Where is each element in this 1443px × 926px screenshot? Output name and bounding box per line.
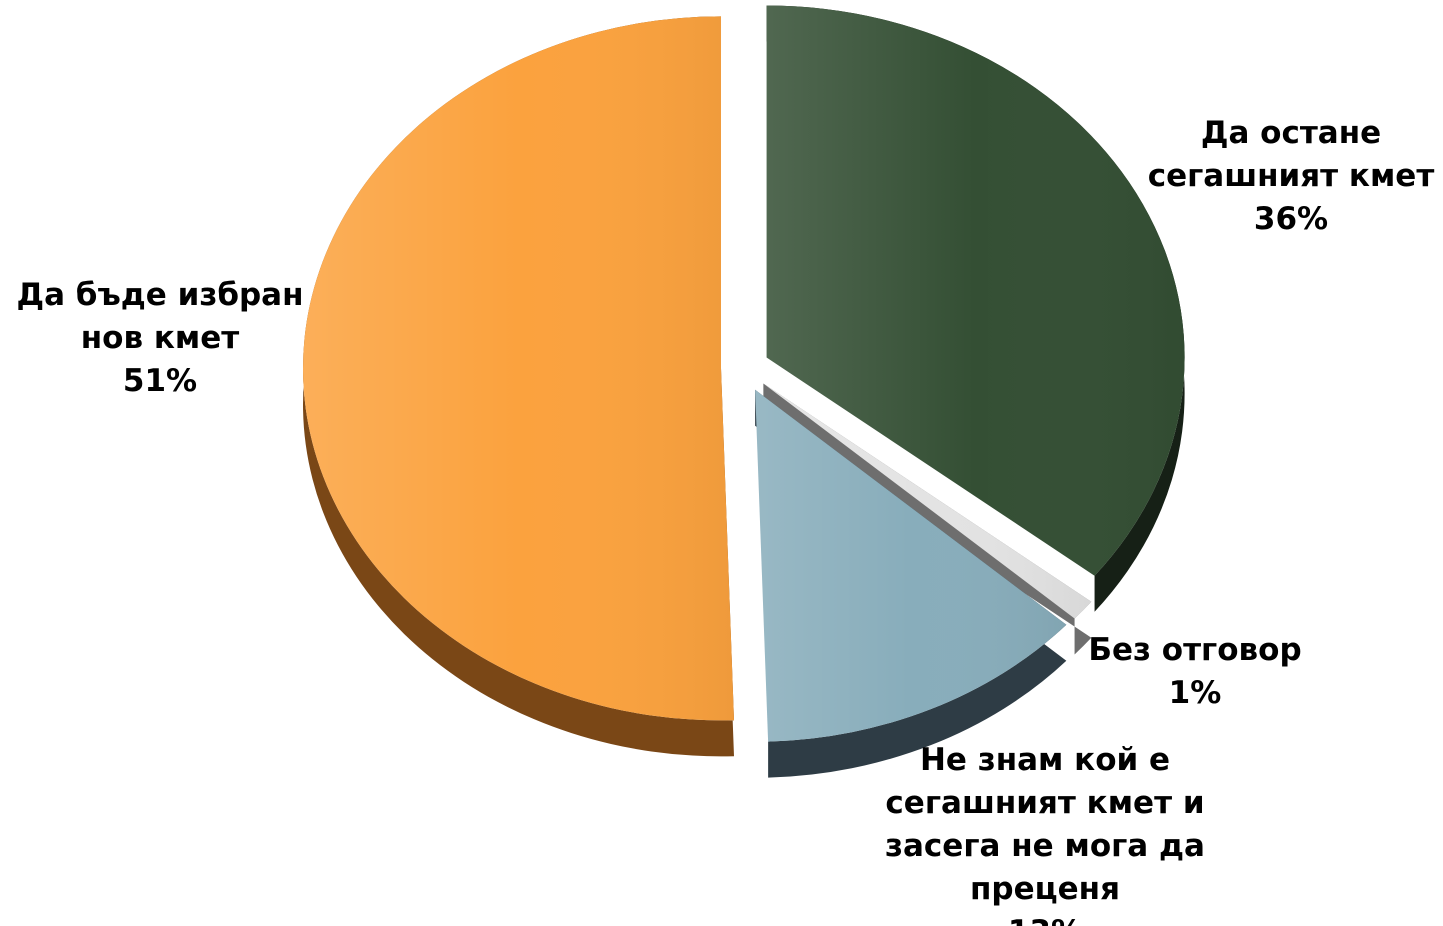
- slice-highlight-3: [755, 389, 1067, 742]
- slice-category-label: преценя: [970, 871, 1120, 907]
- slice-label-1: Да остане сегашният кмет 36%: [1148, 115, 1435, 237]
- slice-value-label: 1%: [1169, 675, 1222, 711]
- slice-label-3: Не знам кой е сегашният кмет и засега не м…: [885, 742, 1205, 926]
- slice-value-label: 51%: [123, 363, 197, 399]
- slice-side-2: [763, 383, 1092, 655]
- slice-highlight-4: [303, 16, 735, 721]
- slice-labels: Да остане сегашният кмет 36% Без отговор 1% Н…: [16, 115, 1434, 926]
- slice-category-label: Да бъде избран: [16, 277, 303, 313]
- slice-category-label: Да остане: [1201, 115, 1381, 151]
- slice-label-2: Без отговор 1%: [1088, 632, 1301, 711]
- slice-highlight-2: [763, 383, 1092, 619]
- slice-category-label: Без отговор: [1088, 632, 1301, 668]
- slice-value-label: 36%: [1254, 201, 1328, 237]
- slice-category-label: нов кмет: [81, 320, 240, 356]
- slice-label-4: Да бъде избран нов кмет 51%: [16, 277, 303, 399]
- slice-value-label: 13%: [1008, 914, 1082, 926]
- slice-category-label: сегашният кмет и: [885, 785, 1204, 821]
- slice-category-label: сегашният кмет: [1148, 158, 1435, 194]
- slice-highlight-1: [766, 5, 1185, 576]
- slice-category-label: засега не мога да: [885, 828, 1205, 864]
- pie-slices: [303, 5, 1185, 742]
- slice-category-label: Не знам кой е: [920, 742, 1170, 778]
